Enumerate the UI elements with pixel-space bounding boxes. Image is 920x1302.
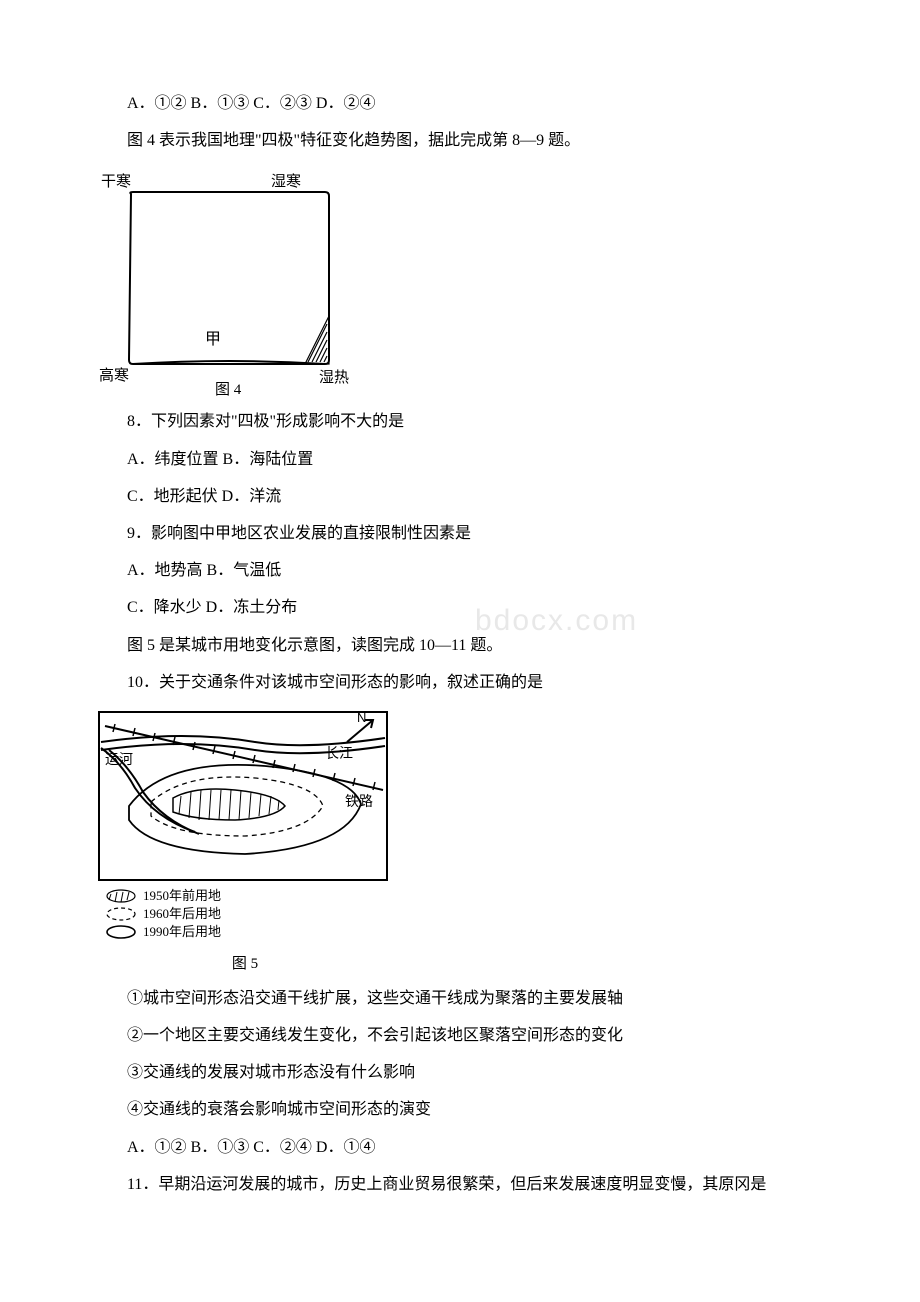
legend-1950: 1950年前用地 xyxy=(143,888,221,903)
q8-stem: 8．下列因素对"四极"形成影响不大的是 xyxy=(95,408,825,435)
fig4-caption: 图 4 xyxy=(215,381,242,396)
q10-opt2: ②一个地区主要交通线发生变化，不会引起该地区聚落空间形态的变化 xyxy=(95,1022,825,1049)
q10-options: A．①② B．①③ C．②④ D．①④ xyxy=(95,1134,825,1161)
fig5-north: N xyxy=(357,710,366,725)
legend-1960: 1960年后用地 xyxy=(143,906,221,921)
q10-opt3: ③交通线的发展对城市形态没有什么影响 xyxy=(95,1059,825,1086)
figure-5: N 长江 运河 铁路 xyxy=(95,708,825,973)
q9-line-b: C．降水少 D．冻土分布 xyxy=(95,594,825,621)
fig5-caption: 图 5 xyxy=(95,952,395,973)
q8-line-b: C．地形起伏 D．洋流 xyxy=(95,483,825,510)
q9-line-a: A．地势高 B．气温低 xyxy=(95,557,825,584)
q7-options: A．①② B．①③ C．②③ D．②④ xyxy=(95,90,825,117)
q10-opt4: ④交通线的衰落会影响城市空间形态的演变 xyxy=(95,1096,825,1123)
q10-stem: 10．关于交通条件对该城市空间形态的影响，叙述正确的是 xyxy=(95,669,825,696)
figure-4: 甲 干寒 湿寒 高寒 湿热 图 4 xyxy=(95,166,825,396)
fig4-tl: 干寒 xyxy=(101,172,131,190)
q9-stem: 9．影响图中甲地区农业发展的直接限制性因素是 xyxy=(95,520,825,547)
intro-10-11: 图 5 是某城市用地变化示意图，读图完成 10—11 题。 xyxy=(95,632,825,659)
intro-8-9: 图 4 表示我国地理"四极"特征变化趋势图，据此完成第 8—9 题。 xyxy=(95,127,825,154)
fig5-svg: N 长江 运河 铁路 xyxy=(95,708,395,948)
fig4-inner-label: 甲 xyxy=(205,331,221,348)
fig5-canal: 运河 xyxy=(105,752,133,768)
fig5-river: 长江 xyxy=(325,746,353,762)
fig4-bl: 高寒 xyxy=(99,366,129,384)
q11-stem: 11．早期沿运河发展的城市，历史上商业贸易很繁荣，但后来发展速度明显变慢，其原冈… xyxy=(95,1171,825,1198)
fig4-tr: 湿寒 xyxy=(271,172,301,190)
q10-opt1: ①城市空间形态沿交通干线扩展，这些交通干线成为聚落的主要发展轴 xyxy=(95,985,825,1012)
fig4-br: 湿热 xyxy=(319,369,349,386)
q8-line-a: A．纬度位置 B．海陆位置 xyxy=(95,446,825,473)
fig4-svg: 甲 干寒 湿寒 高寒 湿热 图 4 xyxy=(95,166,355,396)
legend-1990: 1990年后用地 xyxy=(143,924,221,939)
